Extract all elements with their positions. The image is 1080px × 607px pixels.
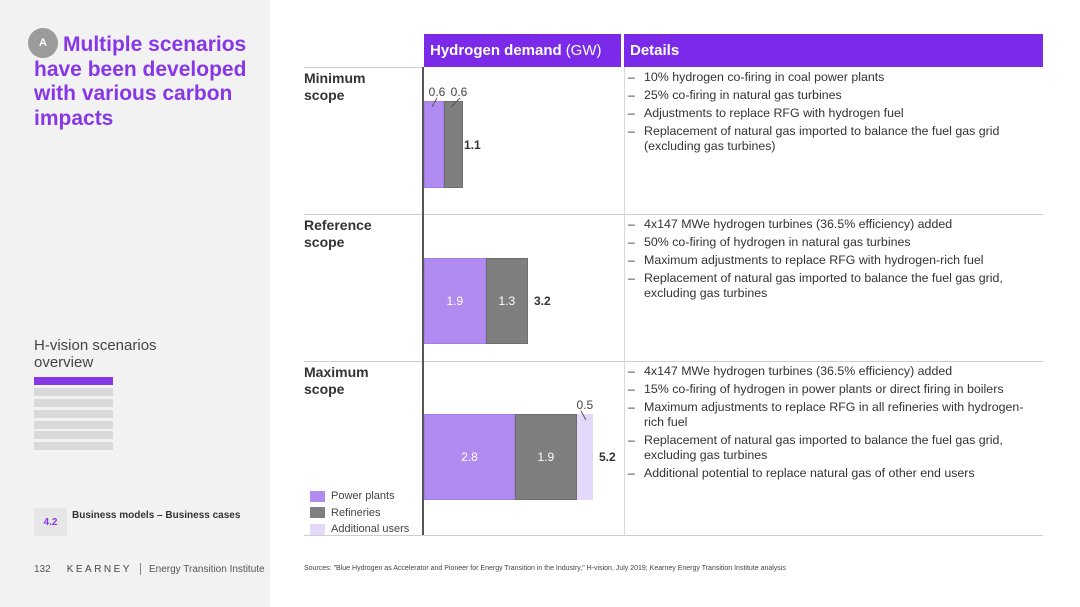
scope-label-line: scope — [304, 234, 345, 250]
detail-item: 10% hydrogen co-firing in coal power pla… — [628, 70, 1040, 85]
legend-label: Power plants — [331, 490, 395, 503]
left-panel — [0, 0, 270, 607]
leader-lines-minimum — [431, 97, 461, 108]
data-label-reference-refineries: 1.3 — [498, 294, 516, 308]
data-label-maximum-refineries: 1.9 — [537, 450, 555, 464]
scope-label-line: scope — [304, 381, 345, 397]
overview-title: H-vision scenarios overview — [34, 337, 157, 371]
row-divider — [304, 214, 1043, 215]
chart-axis — [422, 67, 424, 535]
institute-name: Energy Transition Institute — [148, 563, 265, 575]
nav-bar[interactable] — [34, 420, 113, 429]
bar-minimum-refineries — [443, 101, 463, 188]
detail-item: 15% co-firing of hydrogen in power plant… — [628, 382, 1040, 397]
row-divider — [304, 535, 1043, 536]
detail-item: Adjustments to replace RFG with hydrogen… — [628, 106, 1040, 121]
bar-minimum-power-plants — [424, 101, 444, 188]
demand-header: Hydrogen demand (GW) — [424, 34, 621, 67]
page-number: 132 — [34, 563, 51, 575]
detail-item: Replacement of natural gas imported to b… — [628, 124, 1040, 154]
legend-label: Refineries — [331, 506, 381, 519]
data-label-maximum-power: 2.8 — [461, 450, 478, 464]
total-label-maximum: 5.2 — [599, 450, 616, 464]
details-list-minimum: 10% hydrogen co-firing in coal power pla… — [628, 70, 1040, 157]
legend-item-additional-users: Additional users — [310, 521, 409, 538]
detail-item: 4x147 MWe hydrogen turbines (36.5% effic… — [628, 364, 1040, 379]
nav-bar[interactable] — [34, 398, 113, 407]
detail-item: Maximum adjustments to replace RFG with … — [628, 253, 1040, 268]
scope-label-reference: Reference scope — [304, 217, 414, 251]
page-title: Multiple scenarios have been developed w… — [34, 33, 247, 130]
bar-reference-power-plants: 1.9 — [424, 258, 486, 344]
scope-label-maximum: Maximum scope — [304, 364, 414, 398]
details-list-maximum: 4x147 MWe hydrogen turbines (36.5% effic… — [628, 364, 1040, 484]
legend-swatch-power — [310, 490, 325, 502]
data-label-minimum-power: 0.6 — [428, 85, 446, 99]
demand-header-unit: (GW) — [565, 42, 602, 59]
legend-item-power-plants: Power plants — [310, 488, 409, 505]
detail-item: Replacement of natural gas imported to b… — [628, 433, 1040, 463]
section-label: Business models – Business cases — [72, 510, 241, 521]
leader-line-maximum — [580, 410, 587, 421]
bar-maximum-power-plants: 2.8 — [424, 414, 515, 500]
legend-swatch-additional — [310, 523, 325, 535]
row-divider — [304, 361, 1043, 362]
footer-divider — [139, 563, 141, 575]
total-label-minimum: 1.1 — [464, 138, 481, 152]
details-header-label: Details — [630, 42, 680, 59]
row-divider — [304, 67, 422, 68]
column-divider — [624, 67, 625, 535]
detail-item: 4x147 MWe hydrogen turbines (36.5% effic… — [628, 217, 1040, 232]
details-header: Details — [624, 34, 1043, 67]
detail-item: 50% co-firing of hydrogen in natural gas… — [628, 235, 1040, 250]
scenario-nav — [34, 377, 113, 453]
demand-header-label: Hydrogen demand — [430, 42, 562, 59]
total-label-reference: 3.2 — [534, 294, 551, 308]
legend-label: Additional users — [331, 523, 410, 536]
details-list-reference: 4x147 MWe hydrogen turbines (36.5% effic… — [628, 217, 1040, 304]
bar-maximum-refineries: 1.9 — [515, 414, 577, 500]
detail-item: Additional potential to replace natural … — [628, 466, 1040, 481]
nav-bar[interactable] — [34, 442, 113, 451]
sources-note: Sources: "Blue Hydrogen as Accelerator a… — [304, 565, 786, 572]
bar-reference-refineries: 1.3 — [485, 258, 528, 344]
detail-item: Maximum adjustments to replace RFG in al… — [628, 400, 1040, 430]
detail-item: 25% co-firing in natural gas turbines — [628, 88, 1040, 103]
legend-swatch-refineries — [310, 507, 325, 519]
data-label-minimum-refineries: 0.6 — [450, 85, 468, 99]
nav-bar-active[interactable] — [34, 377, 113, 385]
legend-item-refineries: Refineries — [310, 505, 409, 522]
section-number: 4.2 — [34, 508, 67, 536]
scope-label-line: Reference — [304, 217, 372, 233]
nav-bar[interactable] — [34, 409, 113, 418]
scope-label-minimum: Minimum scope — [304, 70, 414, 104]
scope-label-line: scope — [304, 87, 345, 103]
scope-label-line: Maximum — [304, 364, 369, 380]
data-label-maximum-additional: 0.5 — [576, 398, 594, 412]
brand-logo: KEARNEY — [66, 563, 132, 575]
detail-item: Replacement of natural gas imported to b… — [628, 271, 1040, 301]
scope-label-line: Minimum — [304, 70, 366, 86]
footer: 132 KEARNEY Energy Transition Institute — [34, 563, 265, 575]
bar-maximum-additional-users — [576, 414, 593, 500]
nav-bar[interactable] — [34, 431, 113, 440]
section-badge-a: A — [28, 28, 58, 58]
chart-legend: Power plants Refineries Additional users — [310, 488, 409, 538]
nav-bar[interactable] — [34, 387, 113, 396]
data-label-reference-power: 1.9 — [446, 294, 464, 308]
